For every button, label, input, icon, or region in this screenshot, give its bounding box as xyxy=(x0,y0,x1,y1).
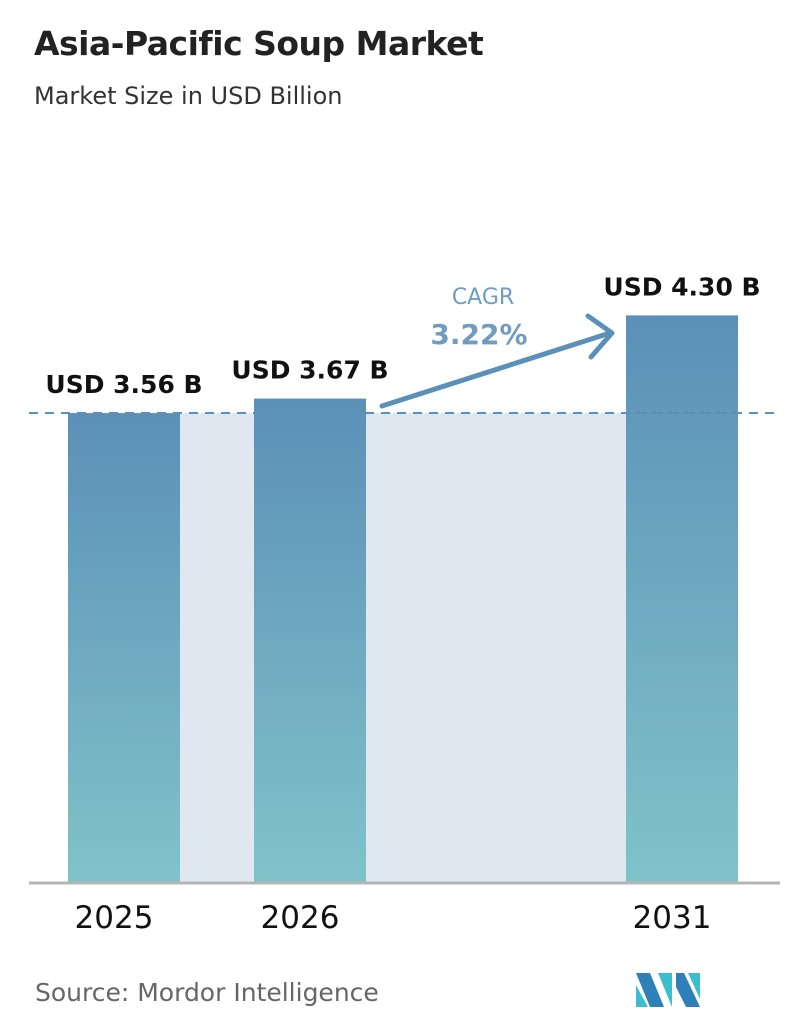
x-tick-label: 2031 xyxy=(633,900,712,936)
mordor-logo xyxy=(636,973,700,1007)
cagr-value: 3.22% xyxy=(430,318,527,351)
background-band xyxy=(180,413,254,883)
data-label: USD 4.30 B xyxy=(603,272,760,301)
x-tick-label: 2025 xyxy=(75,900,154,936)
source-text: Source: Mordor Intelligence xyxy=(35,978,379,1007)
x-tick-label: 2026 xyxy=(261,900,340,936)
data-label: USD 3.67 B xyxy=(231,356,388,385)
background-band xyxy=(366,413,626,883)
chart-title: Asia-Pacific Soup Market xyxy=(34,24,484,63)
bar-2026 xyxy=(254,398,366,883)
chart-subtitle: Market Size in USD Billion xyxy=(34,82,343,110)
data-label: USD 3.56 B xyxy=(45,370,202,399)
cagr-label: CAGR xyxy=(452,285,514,310)
bar-2031 xyxy=(626,315,738,883)
cagr-arrow xyxy=(379,313,615,409)
bar-2025 xyxy=(68,413,180,883)
